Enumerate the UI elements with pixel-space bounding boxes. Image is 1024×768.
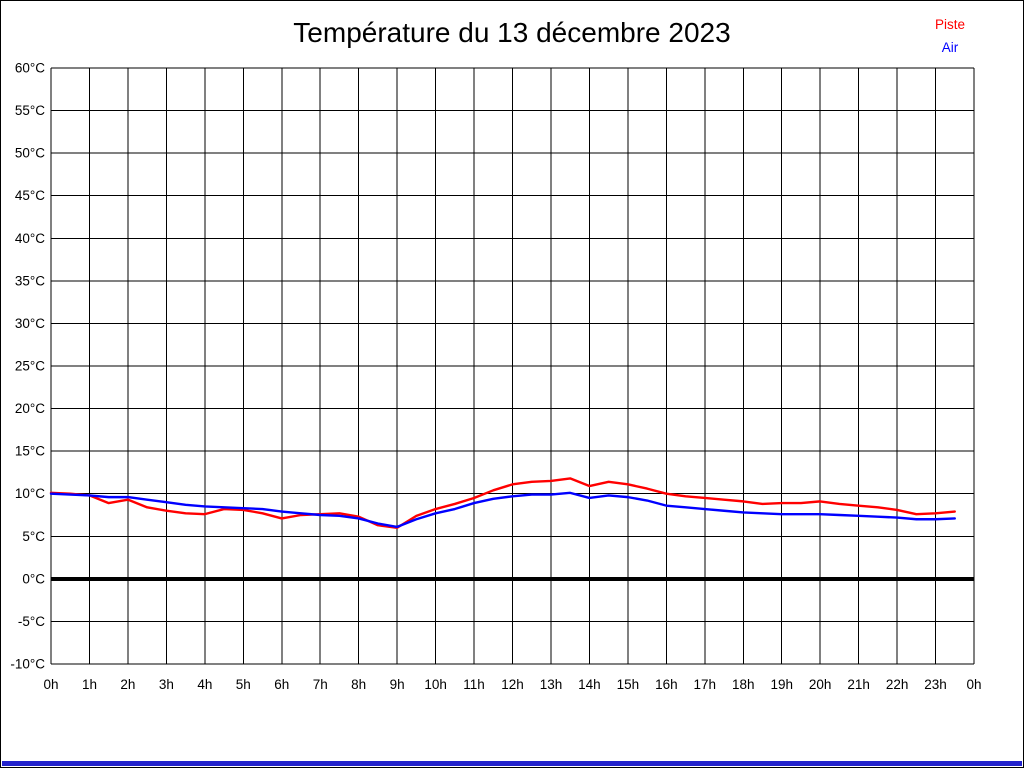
x-axis-tick-label: 20h — [809, 677, 832, 692]
y-axis-tick-label: 20°C — [15, 401, 45, 416]
x-axis-tick-label: 13h — [540, 677, 563, 692]
y-axis-tick-label: 15°C — [15, 444, 45, 459]
y-axis-tick-label: 10°C — [15, 486, 45, 501]
y-axis-tick-label: 5°C — [22, 529, 45, 544]
x-axis-tick-label: 7h — [313, 677, 328, 692]
y-axis-tick-label: 60°C — [15, 61, 45, 76]
x-axis-tick-label: 19h — [770, 677, 793, 692]
legend-item-air: Air — [941, 40, 959, 55]
x-axis-tick-label: 15h — [617, 677, 640, 692]
x-axis-tick-label: 16h — [655, 677, 678, 692]
y-axis-tick-label: 55°C — [15, 103, 45, 118]
x-axis-tick-label: 21h — [847, 677, 870, 692]
y-axis-tick-label: 25°C — [15, 359, 45, 374]
y-axis-tick-label: 35°C — [15, 273, 45, 288]
y-axis-tick-label: 50°C — [15, 146, 45, 161]
x-axis-tick-label: 1h — [82, 677, 97, 692]
x-axis-tick-label: 2h — [120, 677, 135, 692]
y-axis-tick-label: 45°C — [15, 188, 45, 203]
y-axis-tick-label: -10°C — [10, 657, 45, 672]
y-axis-tick-label: 30°C — [15, 316, 45, 331]
x-axis-tick-label: 9h — [390, 677, 405, 692]
window-bottom-bar — [2, 761, 1022, 766]
temperature-chart: 60°C 55°C 50°C 45°C 40°C 35°C 30°C 25°C 20°C 15°C… — [10, 61, 981, 693]
x-axis-tick-label: 0h — [43, 677, 58, 692]
x-axis-tick-label: 14h — [578, 677, 601, 692]
y-axis-tick-label: 0°C — [22, 571, 45, 586]
x-axis-tick-label: 23h — [924, 677, 947, 692]
x-axis-tick-label: 10h — [424, 677, 447, 692]
x-axis-tick-label: 11h — [463, 677, 485, 692]
x-axis-tick-label: 22h — [886, 677, 909, 692]
x-axis-tick-label: 5h — [236, 677, 251, 692]
series-line-piste — [49, 477, 956, 529]
x-axis-tick-label: 17h — [694, 677, 717, 692]
x-axis-tick-label: 0h — [966, 677, 981, 692]
chart-title: Température du 13 décembre 2023 — [293, 17, 731, 48]
chart-legend: Piste Air — [915, 13, 985, 59]
x-axis-tick-label: 3h — [159, 677, 174, 692]
y-axis-tick-label: 40°C — [15, 231, 45, 246]
x-axis-tick-label: 8h — [351, 677, 366, 692]
x-axis-tick-label: 6h — [274, 677, 289, 692]
legend-item-piste: Piste — [934, 17, 965, 32]
x-axis-tick-label: 18h — [732, 677, 755, 692]
y-axis-tick-label: -5°C — [18, 614, 45, 629]
series-line-air — [49, 491, 956, 529]
x-axis-tick-label: 12h — [501, 677, 524, 692]
x-axis-tick-label: 4h — [197, 677, 212, 692]
